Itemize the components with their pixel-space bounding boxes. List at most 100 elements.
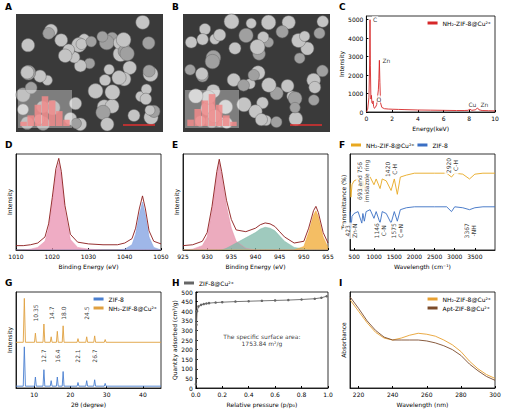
svg-text:693 and 756: 693 and 756: [356, 162, 363, 200]
svg-text:C: C: [373, 16, 377, 23]
svg-text:NH₂-ZIF-8@Cu²⁺: NH₂-ZIF-8@Cu²⁺: [443, 296, 491, 304]
svg-text:ZIF-8: ZIF-8: [432, 142, 447, 149]
svg-text:22.1: 22.1: [74, 349, 81, 363]
svg-text:Zn-N: Zn-N: [351, 224, 358, 239]
svg-text:F: F: [339, 140, 345, 150]
svg-text:1420: 1420: [384, 162, 391, 177]
svg-text:4: 4: [416, 115, 420, 122]
svg-text:1753.84 m²/g: 1753.84 m²/g: [241, 340, 282, 348]
svg-text:1000: 1000: [367, 253, 382, 260]
svg-text:3367: 3367: [463, 223, 470, 238]
svg-text:E: E: [172, 140, 178, 150]
svg-text:20: 20: [67, 391, 75, 398]
svg-text:Relative pressure (p/p₀): Relative pressure (p/p₀): [227, 401, 298, 409]
svg-text:O: O: [376, 96, 381, 103]
svg-text:C-N: C-N: [380, 225, 387, 236]
svg-text:A: A: [5, 2, 12, 12]
svg-text:Intensity: Intensity: [173, 188, 181, 215]
svg-text:Intensity: Intensity: [6, 326, 14, 353]
svg-text:930: 930: [201, 253, 213, 260]
svg-text:Zn: Zn: [382, 57, 390, 64]
svg-text:350: 350: [181, 317, 193, 324]
svg-text:260: 260: [421, 391, 433, 398]
svg-text:Apt-ZIF-8@Cu²⁺: Apt-ZIF-8@Cu²⁺: [443, 305, 490, 313]
svg-text:24.5: 24.5: [83, 306, 90, 320]
svg-text:Zn: Zn: [480, 101, 488, 108]
svg-text:300: 300: [489, 391, 501, 398]
svg-text:300: 300: [181, 327, 193, 334]
svg-text:500: 500: [181, 289, 193, 296]
svg-text:Binding Energy (eV): Binding Energy (eV): [226, 263, 286, 271]
svg-text:3500: 3500: [467, 253, 482, 260]
svg-text:6: 6: [442, 115, 446, 122]
svg-text:1010: 1010: [8, 253, 23, 260]
svg-text:10: 10: [30, 391, 38, 398]
svg-text:C=N: C=N: [397, 224, 404, 238]
svg-text:150: 150: [181, 356, 193, 363]
svg-text:2500: 2500: [427, 253, 442, 260]
svg-text:0.0: 0.0: [191, 391, 201, 398]
svg-text:935: 935: [226, 253, 238, 260]
svg-text:0.2: 0.2: [217, 391, 227, 398]
svg-text:5000: 5000: [348, 16, 363, 23]
svg-text:2θ (degree): 2θ (degree): [71, 401, 106, 409]
svg-text:Binding Energy (eV): Binding Energy (eV): [59, 263, 119, 271]
svg-text:250: 250: [181, 337, 193, 344]
svg-text:C-H: C-H: [452, 160, 459, 171]
svg-text:Cu: Cu: [468, 101, 476, 108]
svg-text:955: 955: [322, 253, 334, 260]
svg-text:Transmittance (%): Transmittance (%): [340, 175, 347, 231]
svg-text:950: 950: [298, 253, 310, 260]
svg-text:945: 945: [274, 253, 286, 260]
svg-text:C-H: C-H: [391, 164, 398, 175]
svg-text:18.0: 18.0: [60, 306, 67, 320]
svg-text:1030: 1030: [81, 253, 96, 260]
svg-text:10.35: 10.35: [32, 304, 39, 321]
svg-text:50: 50: [185, 375, 193, 382]
svg-text:423: 423: [344, 225, 351, 237]
svg-text:NH₂-ZIF-8@Cu²⁺: NH₂-ZIF-8@Cu²⁺: [109, 305, 157, 313]
svg-text:H: H: [172, 278, 180, 288]
svg-text:30: 30: [103, 391, 111, 398]
svg-text:ZIF-8@Cu²⁺: ZIF-8@Cu²⁺: [199, 280, 234, 288]
svg-text:1146: 1146: [373, 223, 380, 238]
svg-text:8: 8: [467, 115, 471, 122]
svg-text:200: 200: [181, 346, 193, 353]
svg-text:3000: 3000: [447, 253, 462, 260]
svg-text:Energy(keV): Energy(keV): [412, 125, 449, 133]
svg-text:16.4: 16.4: [54, 349, 61, 363]
svg-text:100: 100: [181, 365, 193, 372]
svg-text:NH₂-ZIF-8@Cu²⁺: NH₂-ZIF-8@Cu²⁺: [366, 142, 414, 150]
svg-text:12.7: 12.7: [40, 349, 47, 363]
svg-text:40: 40: [139, 391, 147, 398]
svg-text:2920: 2920: [445, 158, 452, 173]
svg-text:Absorbance: Absorbance: [340, 322, 347, 358]
svg-text:500: 500: [348, 253, 360, 260]
svg-text:450: 450: [181, 298, 193, 305]
svg-text:0.6: 0.6: [270, 391, 280, 398]
svg-text:1040: 1040: [117, 253, 132, 260]
svg-text:Quantity adsorbed (cm³/g): Quantity adsorbed (cm³/g): [171, 300, 179, 380]
svg-text:Wavelength (nm): Wavelength (nm): [397, 401, 449, 409]
svg-text:imidazole ring: imidazole ring: [363, 159, 371, 202]
svg-text:1.0: 1.0: [323, 391, 333, 398]
svg-text:0: 0: [360, 109, 364, 116]
svg-text:2: 2: [390, 115, 394, 122]
svg-text:3000: 3000: [348, 53, 363, 60]
svg-text:925: 925: [177, 253, 189, 260]
svg-text:2000: 2000: [348, 72, 363, 79]
svg-text:280: 280: [455, 391, 467, 398]
svg-text:10: 10: [491, 115, 499, 122]
svg-text:220: 220: [353, 391, 365, 398]
svg-text:14.7: 14.7: [48, 306, 55, 320]
svg-text:G: G: [5, 278, 12, 288]
svg-text:26.7: 26.7: [91, 349, 98, 363]
svg-text:ZIF-8: ZIF-8: [109, 296, 124, 303]
svg-text:B: B: [172, 2, 179, 12]
svg-text:Intensity: Intensity: [6, 188, 14, 215]
svg-text:1050: 1050: [153, 253, 168, 260]
svg-text:-NH: -NH: [470, 225, 477, 236]
svg-text:Intensity: Intensity: [338, 50, 346, 77]
svg-text:Wavelength (cm⁻¹): Wavelength (cm⁻¹): [394, 263, 451, 271]
svg-text:240: 240: [387, 391, 399, 398]
